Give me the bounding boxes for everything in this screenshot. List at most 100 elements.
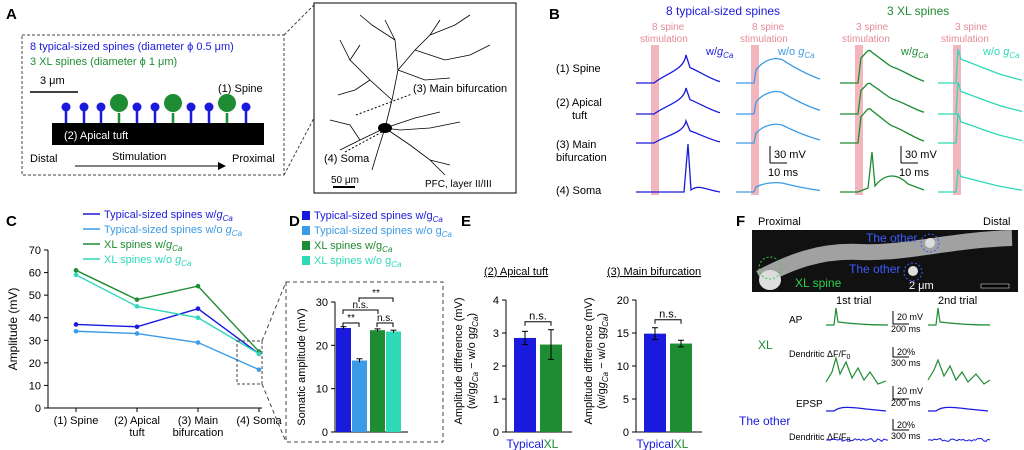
data-point bbox=[256, 367, 262, 372]
legend-swatch bbox=[302, 226, 310, 235]
stim-label-3a: 3 spine bbox=[856, 22, 889, 33]
sig-bracket bbox=[524, 321, 552, 326]
sig-label: n.s. bbox=[659, 309, 677, 321]
dendrite-branch bbox=[397, 69, 451, 81]
stim-label-4b: stimulation bbox=[941, 34, 989, 45]
y-tick-label: 30 bbox=[29, 335, 41, 347]
panel-b: B 8 typical-sized spines 3 XL spines 8 s… bbox=[549, 4, 1023, 197]
soma-label: (4) Soma bbox=[324, 153, 370, 165]
trial2-label: 2nd trial bbox=[938, 295, 977, 307]
panel-f: F Proximal Distal The other The other XL… bbox=[736, 213, 1018, 444]
epsp-label: EPSP bbox=[796, 399, 823, 410]
dendritic-xl-trace-2 bbox=[927, 358, 991, 385]
typical-spine-head bbox=[96, 102, 106, 112]
series-line-2 bbox=[75, 330, 260, 371]
data-point bbox=[195, 283, 201, 289]
spine-label: (1) Spine bbox=[218, 83, 263, 95]
other-circle-1 bbox=[920, 233, 940, 253]
y-tick-label: 0 bbox=[322, 427, 328, 439]
xl-spine-circle bbox=[758, 256, 782, 280]
scale-2um-bar bbox=[980, 283, 1010, 289]
y-tick-label: 50 bbox=[29, 290, 41, 302]
stim-label-1a: 8 spine bbox=[652, 22, 685, 33]
panel-e-letter: E bbox=[461, 213, 471, 230]
legend-typical: 8 typical-sized spines (diameter ϕ 0.5 μ… bbox=[30, 41, 234, 53]
bar-1 bbox=[336, 328, 351, 432]
dendrite-branch bbox=[359, 14, 396, 41]
sig-bracket-3-label: n.s. bbox=[377, 313, 393, 324]
typical-spine-head bbox=[241, 102, 251, 112]
scale-f-ap-ms: 200 ms bbox=[891, 324, 921, 334]
panel-a: A 8 typical-sized spines (diameter ϕ 0.5… bbox=[6, 2, 517, 194]
series-line-4 bbox=[75, 274, 260, 355]
stim-bar-3 bbox=[855, 45, 863, 195]
data-point bbox=[73, 272, 79, 278]
neuron-drawing bbox=[329, 14, 491, 176]
x-tick-label: Typical bbox=[506, 437, 543, 450]
trace-typical-without-row1 bbox=[736, 58, 821, 84]
bar-chart-d: 0 10 20 30 Somatic amplitude (mV) ** n.s. n.s. *… bbox=[296, 210, 453, 439]
y-tick-label: 5 bbox=[623, 394, 629, 406]
x-tick-label: (2) Apical bbox=[114, 415, 160, 427]
other-spine-blob-1 bbox=[925, 238, 935, 248]
y-tick-label: 10 bbox=[29, 380, 41, 392]
distal-f: Distal bbox=[983, 216, 1011, 228]
data-point bbox=[134, 304, 140, 309]
scale-b2-mv: 30 mV bbox=[905, 149, 937, 161]
typical-spine-head bbox=[61, 102, 71, 112]
panel-d: D 0 10 20 30 Somatic amplitude (mV) ** n.s. n.s… bbox=[261, 210, 453, 443]
trace-typical-with-row1 bbox=[636, 54, 721, 84]
row-spine: (1) Spine bbox=[556, 63, 601, 75]
dendritic-other-trace-2 bbox=[927, 438, 991, 442]
trace-xl-with-row3 bbox=[840, 108, 925, 144]
dendritic-xl-trace-1 bbox=[825, 355, 887, 385]
y-tick-label: 0 bbox=[35, 403, 41, 415]
y-axis-label-line1: Amplitude difference (mV) bbox=[583, 298, 595, 425]
y-tick-label: 4 bbox=[493, 295, 499, 307]
spine-row bbox=[61, 94, 251, 123]
legend-xl: 3 XL spines (diameter ϕ 1 μm) bbox=[30, 56, 177, 68]
legend-swatch bbox=[302, 256, 310, 265]
y-axis-label: Amplitude (mV) bbox=[6, 288, 20, 371]
other-spine-blob-2 bbox=[908, 266, 918, 276]
y-tick-label: 20 bbox=[316, 340, 328, 352]
bar-4 bbox=[386, 331, 401, 432]
y-tick-label: 60 bbox=[29, 268, 41, 280]
the-other-label-2: The other bbox=[849, 262, 900, 276]
scale-f-xl-ms: 300 ms bbox=[891, 358, 921, 368]
legend-label-1: Typical-sized spines w/gCa bbox=[314, 210, 443, 224]
typical-spine-head bbox=[150, 102, 160, 112]
schematic-box bbox=[21, 34, 285, 176]
scale-2um-label: 2 μm bbox=[909, 280, 934, 292]
panel-c: C 0 10 20 30 40 50 60 70 Amplitude (mV) (1) Spine… bbox=[6, 209, 282, 439]
sig-label: n.s. bbox=[529, 311, 547, 323]
row-tuft: tuft bbox=[572, 110, 587, 122]
ap-label: AP bbox=[789, 315, 803, 326]
legend-label-4: XL spines w/o gCa bbox=[104, 254, 192, 268]
stim-label-2b: stimulation bbox=[740, 34, 788, 45]
trace-typical-without-row2 bbox=[736, 90, 821, 115]
scale-b1-mv: 30 mV bbox=[774, 149, 806, 161]
trace-typical-with-row4 bbox=[636, 143, 721, 193]
trace-xl-with-row2 bbox=[840, 82, 925, 115]
panel-c-letter: C bbox=[6, 213, 17, 230]
stim-label-2a: 8 spine bbox=[752, 22, 785, 33]
sig-bracket-1-label: ** bbox=[347, 313, 355, 324]
y-tick-label: 0 bbox=[493, 427, 499, 439]
ap-trace-2 bbox=[928, 307, 991, 326]
row-soma: (4) Soma bbox=[556, 185, 602, 197]
trace-xl-without-row1 bbox=[938, 48, 1023, 84]
panel-a-letter: A bbox=[6, 6, 17, 23]
scale-50um-label: 50 μm bbox=[331, 175, 359, 186]
y-tick-label: 1 bbox=[493, 394, 499, 406]
data-point bbox=[73, 268, 79, 273]
stimulation-label: Stimulation bbox=[112, 151, 166, 163]
bar-xl bbox=[540, 344, 562, 432]
dendrite-bar bbox=[52, 123, 264, 145]
typical-spine-head bbox=[132, 102, 142, 112]
soma-zoom-box bbox=[236, 340, 263, 385]
xl-spine-head bbox=[218, 94, 236, 112]
proximal-label: Proximal bbox=[232, 153, 275, 165]
